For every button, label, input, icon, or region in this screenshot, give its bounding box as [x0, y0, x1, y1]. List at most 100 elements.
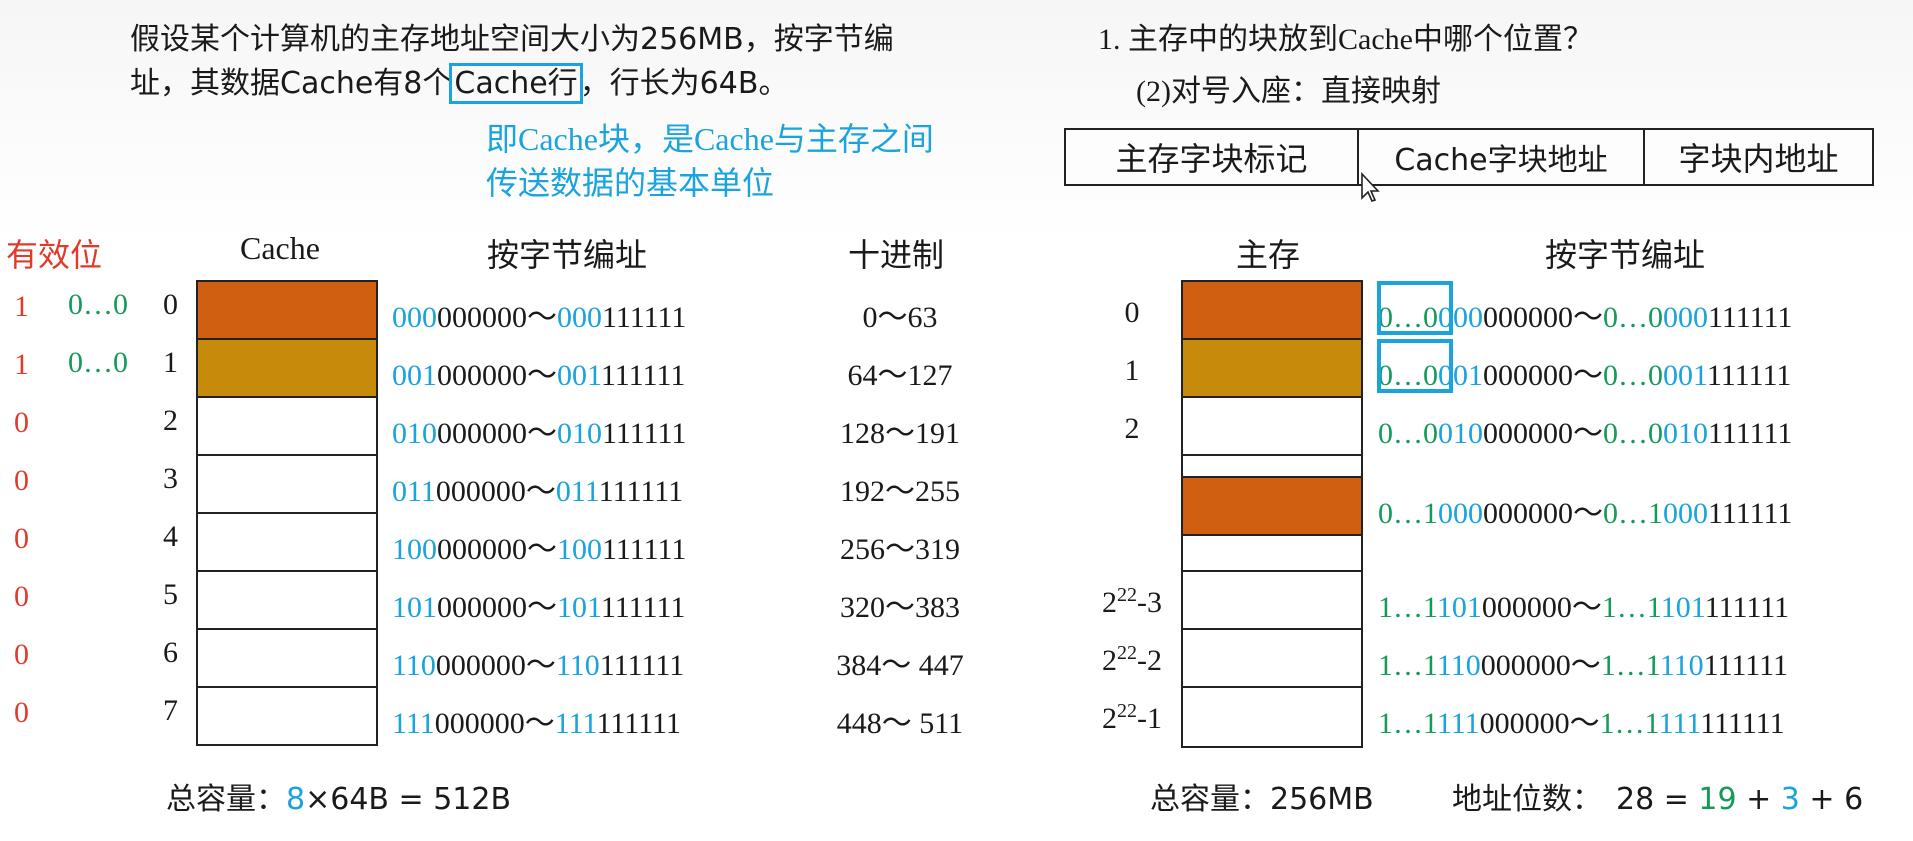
block-number: 0	[1124, 296, 1140, 329]
memory-block-index: 2	[1090, 410, 1174, 446]
cache-total-count: 8	[286, 782, 306, 817]
power-exponent: 22	[1117, 584, 1137, 606]
offset-bits: 111111	[1708, 301, 1793, 334]
cache-line	[196, 338, 378, 398]
tilde: ～	[527, 533, 557, 566]
block-number: 1	[1124, 354, 1140, 387]
cache-addr-range: 000000000～000111111	[392, 292, 686, 336]
offset-bits: 000000	[437, 359, 527, 392]
power-base: 2	[1102, 644, 1117, 677]
address-bits: 地址位数： 28 = 19 + 3 + 6	[1452, 774, 1863, 818]
tag-bits: 0…0	[1378, 301, 1438, 334]
power-base: 2	[1102, 702, 1117, 735]
decimal-range: 128～191	[840, 417, 960, 450]
memory-block	[1181, 396, 1363, 456]
cache-index-bits: 110	[1437, 649, 1481, 682]
offset-bits: 111111	[599, 475, 684, 508]
block-bits: 010	[557, 417, 602, 450]
memory-addr-header: 按字节编址	[1545, 237, 1706, 273]
cache-index-bits: 000	[1663, 301, 1708, 334]
offset-bits: 111111	[602, 301, 687, 334]
block-bits: 111	[392, 707, 435, 740]
valid-bit: 0	[14, 406, 29, 439]
valid-bit: 1	[14, 290, 29, 323]
cache-line	[196, 686, 378, 746]
tilde: ～	[524, 707, 555, 740]
offset-bits: 111111	[601, 591, 686, 624]
offset-bits: 000000	[1483, 301, 1573, 334]
cache-tag: 0…0	[68, 346, 128, 379]
tilde: ～	[1573, 301, 1603, 334]
tag-bits: 0…1	[1378, 497, 1438, 530]
cache-line-index: 5	[163, 578, 178, 611]
block-bits: 010	[392, 417, 437, 450]
memory-block-index: 222-1	[1090, 700, 1174, 736]
valid-bit: 0	[14, 464, 29, 497]
cache-index-bits: 001	[1438, 359, 1483, 392]
decimal-range: 192～255	[840, 475, 960, 508]
offset-bits: 111111	[1708, 417, 1793, 450]
note-line-2: 传送数据的基本单位	[486, 165, 775, 201]
tilde: ～	[525, 475, 556, 508]
memory-block	[1181, 686, 1363, 748]
offset-bits: 000000	[1481, 591, 1572, 624]
offset-bits: 000000	[434, 707, 525, 740]
valid-bit: 1	[14, 348, 29, 381]
cache-header: Cache	[240, 230, 320, 266]
tag-bits: 1…1	[1378, 707, 1438, 740]
memory-addr-range: 0…1000000000～0…1000111111	[1378, 488, 1792, 532]
offset-bits: 111111	[1705, 591, 1790, 624]
memory-addr-range: 1…1110000000～1…1110111111	[1378, 640, 1788, 684]
cache-total-rest: ×64B = 512B	[305, 782, 512, 817]
tilde: ～	[527, 359, 557, 392]
cache-addr-range: 111000000～111111111	[392, 698, 681, 742]
power-suffix: -1	[1137, 702, 1162, 735]
offset-bits: 000000	[437, 533, 527, 566]
offset-bits: 000000	[1479, 707, 1570, 740]
cache-index-bits: 010	[1663, 417, 1708, 450]
memory-addr-range: 0…0001000000～0…0001111111	[1378, 350, 1791, 394]
cache-line-index: 6	[163, 636, 178, 669]
cache-line-index: 4	[163, 520, 178, 553]
cache-index-bits: 000	[1438, 497, 1483, 530]
cache-line	[196, 628, 378, 688]
tilde: ～	[527, 417, 557, 450]
decimal-range: 320～383	[840, 591, 960, 624]
cache-index-bits: 010	[1438, 417, 1483, 450]
field-cache-block: Cache字块地址	[1357, 128, 1645, 186]
cache-line	[196, 454, 378, 514]
decimal-header: 十进制	[848, 237, 945, 273]
memory-block-index: 222-2	[1090, 642, 1174, 678]
question-1: 1. 主存中的块放到Cache中哪个位置？	[1098, 23, 1593, 56]
valid-bit-header: 有效位	[6, 237, 103, 273]
offset-bits: 111111	[1707, 359, 1792, 392]
offset-bits: 111111	[601, 359, 686, 392]
cache-addr-range: 101000000～101111111	[392, 582, 685, 626]
block-bits: 101	[557, 591, 602, 624]
plus-1: +	[1736, 782, 1781, 817]
decimal-range: 384～ 447	[836, 649, 964, 682]
tag-bits: 0…0	[1603, 359, 1663, 392]
note-line-1: 即Cache块，是Cache与主存之间	[486, 121, 934, 157]
memory-block	[1181, 476, 1363, 536]
memory-block	[1181, 534, 1363, 574]
tag-bits: 1…1	[1600, 649, 1661, 682]
offset-bits: 000000	[1480, 649, 1571, 682]
cache-tag: 0…0	[68, 288, 128, 321]
cache-line	[196, 570, 378, 630]
cache-line-index: 2	[163, 404, 178, 437]
address-bits-total: 28 =	[1616, 782, 1699, 817]
offset-bits: 000000	[437, 417, 527, 450]
memory-block-index: 0	[1090, 294, 1174, 330]
tilde: ～	[527, 301, 557, 334]
valid-bit: 0	[14, 522, 29, 555]
cache-total: 总容量：8×64B = 512B	[166, 774, 511, 818]
block-bits: 001	[557, 359, 602, 392]
block-bits: 000	[557, 301, 602, 334]
tag-highlight-box	[1377, 281, 1453, 335]
tilde: ～	[1573, 497, 1603, 530]
offset-bits: 111111	[1703, 649, 1789, 682]
offset-bits: 000000	[1483, 359, 1573, 392]
cache-line-index: 1	[163, 346, 178, 379]
cache-addr-range: 011000000～011111111	[392, 466, 683, 510]
